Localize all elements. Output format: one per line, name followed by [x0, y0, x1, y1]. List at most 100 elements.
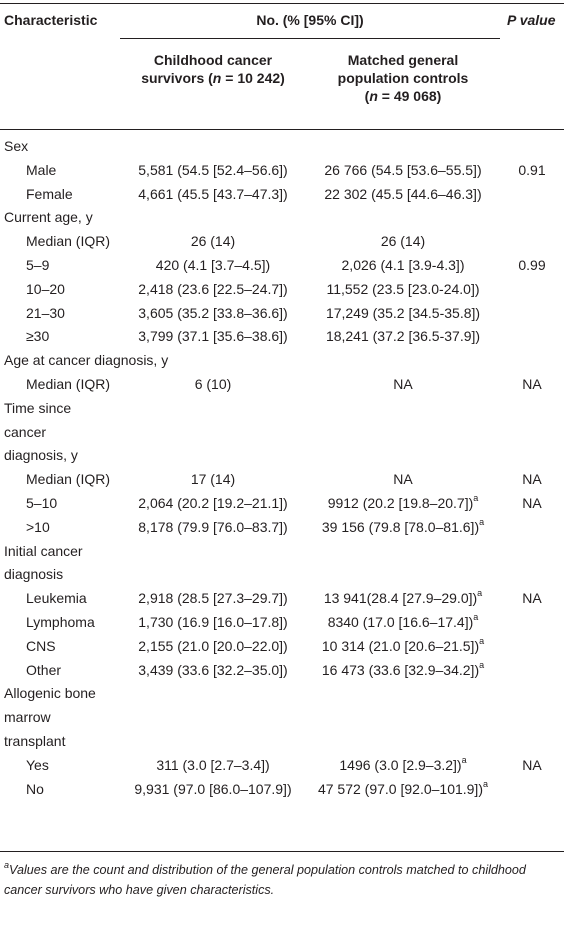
- header-controls: Matched general population controls (n =…: [337, 52, 469, 104]
- cell-p-value: NA: [522, 590, 542, 606]
- cell-controls-value: 11,552 (23.5 [23.0-24.0]): [326, 281, 480, 297]
- cell-controls: 8340 (17.0 [16.6–17.4])a: [306, 613, 500, 631]
- cell-controls-value: 39 156 (79.8 [78.0–81.6]): [321, 519, 480, 535]
- header-p-value: P value: [507, 12, 556, 28]
- row-group-label: cancer: [4, 424, 47, 440]
- row-group-label: Age at cancer diagnosis, y: [4, 352, 169, 368]
- cell-survivors: 17 (14): [190, 471, 236, 487]
- row-group-label: Allogenic bone: [4, 685, 96, 701]
- table-footnote: aValues are the count and distribution o…: [4, 859, 526, 897]
- cell-controls: 18,241 (37.2 [36.5-37.9]): [306, 327, 500, 345]
- row-label: Lymphoma: [26, 614, 95, 630]
- row-label: No: [26, 781, 44, 797]
- cell-controls-value: 26 766 (54.5 [53.6–55.5]): [324, 162, 482, 178]
- footnote-marker: a: [479, 660, 485, 671]
- cell-controls-value: 47 572 (97.0 [92.0–101.9]): [317, 781, 483, 797]
- cell-controls: 22 302 (45.5 [44.6–46.3]): [306, 185, 500, 203]
- row-group-label: diagnosis: [4, 566, 64, 582]
- row-label: Male: [26, 162, 57, 178]
- cell-controls-value: 2,026 (4.1 [3.9-4.3]): [341, 257, 465, 273]
- cell-controls: 1496 (3.0 [2.9–3.2])a: [306, 756, 500, 774]
- cell-survivors: 4,661 (45.5 [43.7–47.3]): [138, 186, 288, 202]
- cell-controls: 26 (14): [306, 232, 500, 250]
- header-no-group: No. (% [95% CI]): [256, 12, 364, 28]
- cell-controls-value: 22 302 (45.5 [44.6–46.3]): [324, 186, 482, 202]
- row-label: Other: [26, 662, 62, 678]
- row-group-label: diagnosis, y: [4, 447, 78, 463]
- cell-survivors: 5,581 (54.5 [52.4–56.6]): [138, 162, 288, 178]
- cell-controls-value: 13 941(28.4 [27.9–29.0]): [323, 590, 478, 606]
- footnote-marker: a: [479, 636, 485, 647]
- row-label: Median (IQR): [26, 233, 111, 249]
- footnote-marker: a: [479, 517, 485, 528]
- footnote-marker: a: [473, 493, 479, 504]
- footnote-marker: a: [477, 588, 483, 599]
- cell-controls: 9912 (20.2 [19.8–20.7])a: [306, 494, 500, 512]
- cell-p-value: 0.99: [518, 257, 546, 273]
- cell-survivors: 3,605 (35.2 [33.8–36.6]): [138, 305, 288, 321]
- cell-controls-value: NA: [393, 376, 413, 392]
- cell-controls-value: 8340 (17.0 [16.6–17.4]): [327, 614, 474, 630]
- cell-p-value: NA: [522, 757, 542, 773]
- footnote-marker: a: [473, 612, 479, 623]
- cell-p-value: NA: [522, 495, 542, 511]
- cell-controls: 10 314 (21.0 [20.6–21.5])a: [306, 637, 500, 655]
- row-label: Median (IQR): [26, 376, 111, 392]
- cell-controls-value: 9912 (20.2 [19.8–20.7]): [327, 495, 474, 511]
- cell-controls-value: 18,241 (37.2 [36.5-37.9]): [325, 328, 481, 344]
- row-group-label: Current age, y: [4, 209, 93, 225]
- cell-controls: NA: [306, 470, 500, 488]
- row-group-label: Time since: [4, 400, 72, 416]
- header-characteristic: Characteristic: [4, 12, 98, 28]
- row-label: 10–20: [26, 281, 65, 297]
- cell-survivors: 2,418 (23.6 [22.5–24.7]): [138, 281, 288, 297]
- cell-controls-value: 1496 (3.0 [2.9–3.2]): [339, 757, 462, 773]
- cell-controls-value: 16 473 (33.6 [32.9–34.2]): [321, 662, 480, 678]
- cell-survivors: 1,730 (16.9 [16.0–17.8]): [138, 614, 288, 630]
- row-label: Female: [26, 186, 73, 202]
- cell-controls: 47 572 (97.0 [92.0–101.9])a: [306, 780, 500, 798]
- cell-controls: 13 941(28.4 [27.9–29.0])a: [306, 589, 500, 607]
- header-bottom-rule: [0, 129, 564, 130]
- cell-controls: 11,552 (23.5 [23.0-24.0]): [306, 280, 500, 298]
- cell-survivors: 9,931 (97.0 [86.0–107.9]): [134, 781, 292, 797]
- cell-controls: 2,026 (4.1 [3.9-4.3]): [306, 256, 500, 274]
- cell-controls: 17,249 (35.2 [34.5-35.8]): [306, 304, 500, 322]
- row-label: 5–9: [26, 257, 50, 273]
- cell-controls-value: 17,249 (35.2 [34.5-35.8]): [325, 305, 481, 321]
- cell-controls: 16 473 (33.6 [32.9–34.2])a: [306, 661, 500, 679]
- cell-survivors: 2,155 (21.0 [20.0–22.0]): [138, 638, 288, 654]
- cell-controls-value: 26 (14): [380, 233, 426, 249]
- table-bottom-rule: [0, 851, 564, 852]
- row-group-label: marrow: [4, 709, 51, 725]
- cell-controls-value: NA: [393, 471, 413, 487]
- cell-p-value: NA: [522, 376, 542, 392]
- row-label: >10: [26, 519, 50, 535]
- row-label: Yes: [26, 757, 49, 773]
- cell-survivors: 311 (3.0 [2.7–3.4]): [156, 757, 270, 773]
- cell-survivors: 3,799 (37.1 [35.6–38.6]): [138, 328, 288, 344]
- row-label: 5–10: [26, 495, 58, 511]
- cell-controls-value: 10 314 (21.0 [20.6–21.5]): [321, 638, 480, 654]
- cell-survivors: 8,178 (79.9 [76.0–83.7]): [138, 519, 288, 535]
- row-label: Leukemia: [26, 590, 87, 606]
- row-label: ≥30: [26, 328, 50, 344]
- cell-p-value: 0.91: [518, 162, 546, 178]
- header-survivors: Childhood cancer survivors (n = 10 242): [141, 52, 285, 86]
- cell-survivors: 3,439 (33.6 [32.2–35.0]): [138, 662, 288, 678]
- footnote-marker: a: [483, 779, 489, 790]
- row-group-label: transplant: [4, 733, 66, 749]
- footnote-marker: a: [461, 755, 467, 766]
- row-group-label: Initial cancer: [4, 543, 83, 559]
- cell-survivors: 6 (10): [194, 376, 232, 392]
- cell-controls: NA: [306, 375, 500, 393]
- cell-survivors: 2,918 (28.5 [27.3–29.7]): [138, 590, 288, 606]
- table-top-rule: [0, 3, 564, 4]
- cell-survivors: 26 (14): [190, 233, 236, 249]
- cell-controls: 39 156 (79.8 [78.0–81.6])a: [306, 518, 500, 536]
- cell-survivors: 2,064 (20.2 [19.2–21.1]): [138, 495, 288, 511]
- header-group-rule: [120, 38, 500, 39]
- row-group-label: Sex: [4, 138, 29, 154]
- cell-p-value: NA: [522, 471, 542, 487]
- cell-survivors: 420 (4.1 [3.7–4.5]): [155, 257, 271, 273]
